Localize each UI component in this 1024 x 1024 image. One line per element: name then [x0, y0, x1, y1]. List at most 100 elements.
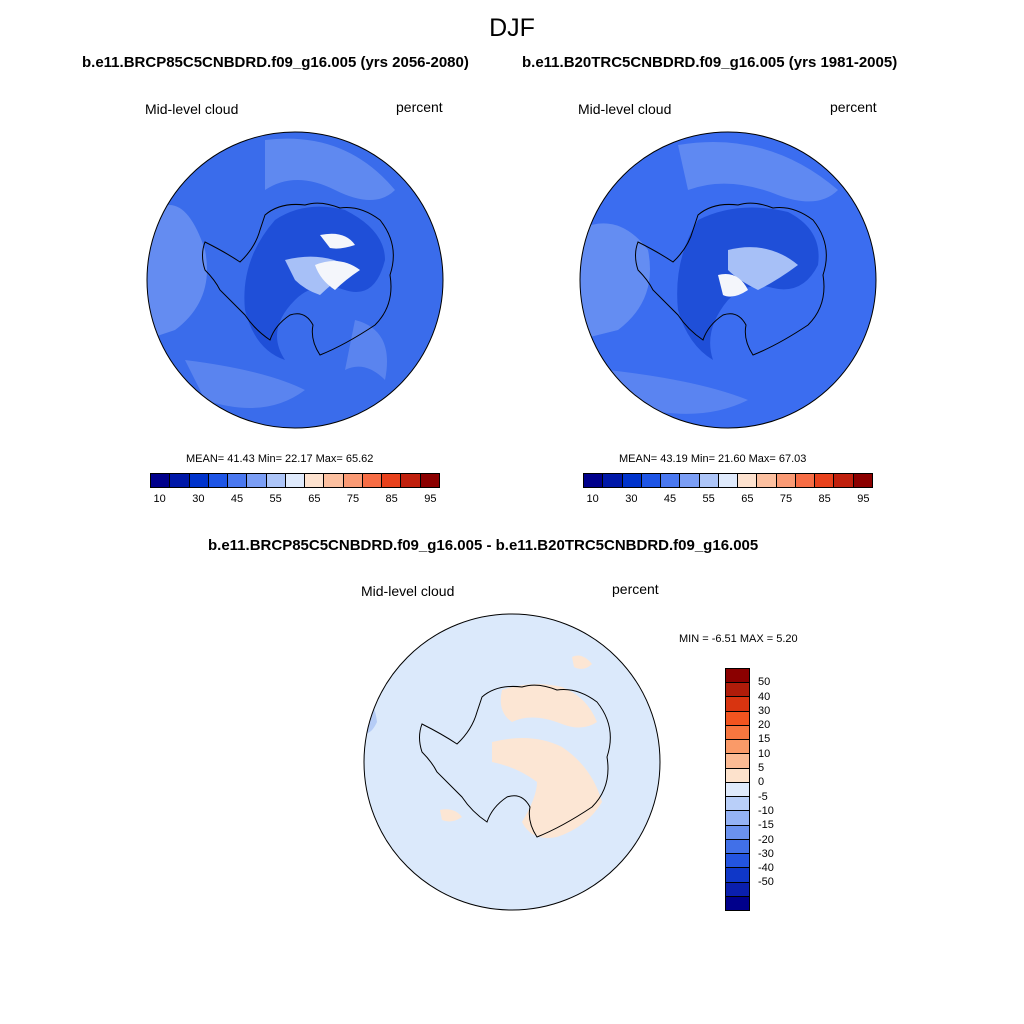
diff-positive-islet [572, 655, 592, 669]
colorbar-swatch [362, 474, 383, 487]
colorbar-tick-label: 55 [702, 493, 715, 505]
left-light-band-2 [265, 138, 395, 200]
colorbar-swatch [170, 474, 190, 487]
colorbar-swatch [305, 474, 325, 487]
figure-title: DJF [489, 14, 535, 42]
diff-units-label: percent [612, 581, 659, 597]
colorbar-tick-label: 30 [758, 704, 771, 717]
colorbar-tick-label: 30 [192, 493, 205, 505]
colorbar-swatch [401, 474, 421, 487]
colorbar-swatch [228, 474, 248, 487]
colorbar-swatch [726, 811, 749, 826]
colorbar-swatch [343, 474, 363, 487]
left-light-band-4 [345, 320, 387, 380]
colorbar-tick-label: 95 [857, 493, 870, 505]
colorbar-swatch [247, 474, 267, 487]
colorbar-tick-label: 65 [308, 493, 321, 505]
colorbar-tick-label: 40 [758, 690, 771, 703]
colorbar-swatch [208, 474, 229, 487]
colorbar-swatch [382, 474, 402, 487]
colorbar-swatch [853, 474, 872, 487]
left-interior-white [315, 261, 360, 290]
colorbar-swatch [726, 896, 749, 910]
colorbar-swatch [680, 474, 700, 487]
colorbar-swatch [285, 474, 306, 487]
colorbar-tick-label: 15 [758, 733, 771, 746]
right-coastline [635, 202, 827, 356]
colorbar-tick-label: 10 [586, 493, 599, 505]
diff-panel-title: b.e11.BRCP85C5CNBDRD.f09_g16.005 - b.e11… [208, 537, 759, 554]
right-interior-light [728, 247, 798, 290]
colorbar-swatch [757, 474, 777, 487]
left-coastline [202, 202, 394, 356]
colorbar-tick-label: 65 [741, 493, 754, 505]
colorbar-tick-label: -50 [758, 876, 774, 889]
left-interior-white-2 [320, 233, 355, 249]
colorbar-tick-label: 75 [779, 493, 793, 505]
diff-positive-south [492, 738, 602, 838]
colorbar-tick-label: -40 [758, 862, 774, 875]
colorbar-swatch [726, 868, 749, 883]
right-stats: MEAN= 43.19 Min= 21.60 Max= 67.03 [619, 453, 807, 465]
colorbar-swatch [726, 797, 749, 812]
colorbar-swatch [726, 754, 749, 769]
left-colorbar [150, 473, 440, 488]
right-interior-white [718, 274, 748, 297]
colorbar-swatch [603, 474, 623, 487]
colorbar-tick-label: 30 [625, 493, 638, 505]
diff-stats: MIN = -6.51 MAX = 5.20 [679, 633, 798, 645]
colorbar-swatch [726, 854, 749, 869]
colorbar-swatch [726, 768, 749, 783]
colorbar-tick-label: -15 [758, 819, 774, 832]
right-panel-title: b.e11.B20TRC5CNBDRD.f09_g16.005 (yrs 198… [522, 54, 898, 71]
colorbar-tick-label: -5 [758, 790, 768, 803]
colorbar-swatch [726, 740, 749, 755]
colorbar-swatch [726, 697, 749, 712]
left-units-label: percent [396, 99, 443, 115]
right-polar-map [579, 131, 877, 429]
colorbar-tick-label: 85 [385, 493, 398, 505]
colorbar-swatch [324, 474, 344, 487]
colorbar-tick-label: 95 [424, 493, 437, 505]
colorbar-swatch [795, 474, 816, 487]
right-colorbar [583, 473, 873, 488]
colorbar-swatch [726, 683, 749, 698]
colorbar-swatch [815, 474, 835, 487]
colorbar-swatch [151, 474, 171, 487]
left-variable-label: Mid-level cloud [145, 101, 239, 117]
diff-positive-north [500, 684, 597, 728]
left-light-band-3 [185, 360, 305, 408]
diff-polar-map [363, 613, 661, 911]
colorbar-swatch [622, 474, 642, 487]
colorbar-swatch [584, 474, 604, 487]
colorbar-swatch [726, 711, 749, 726]
left-light-band [147, 200, 208, 340]
colorbar-tick-label: 45 [663, 493, 677, 505]
colorbar-tick-label: 85 [818, 493, 831, 505]
colorbar-tick-label: -10 [758, 804, 774, 817]
diff-variable-label: Mid-level cloud [361, 583, 455, 599]
colorbar-tick-label: 45 [230, 493, 244, 505]
diff-coastline [419, 684, 611, 838]
colorbar-swatch [661, 474, 681, 487]
right-units-label: percent [830, 99, 877, 115]
colorbar-tick-label: 20 [758, 719, 771, 732]
colorbar-swatch [776, 474, 796, 487]
colorbar-swatch [420, 474, 439, 487]
colorbar-swatch [726, 725, 749, 741]
colorbar-tick-label: -20 [758, 833, 774, 846]
colorbar-tick-label: 0 [758, 776, 765, 789]
diff-colorbar [725, 668, 750, 911]
colorbar-tick-label: 75 [346, 493, 360, 505]
colorbar-swatch [718, 474, 739, 487]
colorbar-tick-label: -30 [758, 847, 774, 860]
colorbar-swatch [699, 474, 719, 487]
colorbar-tick-label: 5 [758, 762, 765, 775]
left-panel-title: b.e11.BRCP85C5CNBDRD.f09_g16.005 (yrs 20… [82, 54, 469, 71]
colorbar-tick-label: 10 [758, 747, 771, 760]
diff-positive-islet-2 [440, 809, 462, 822]
colorbar-swatch [266, 474, 286, 487]
colorbar-swatch [641, 474, 662, 487]
colorbar-tick-label: 10 [153, 493, 166, 505]
colorbar-swatch [189, 474, 209, 487]
